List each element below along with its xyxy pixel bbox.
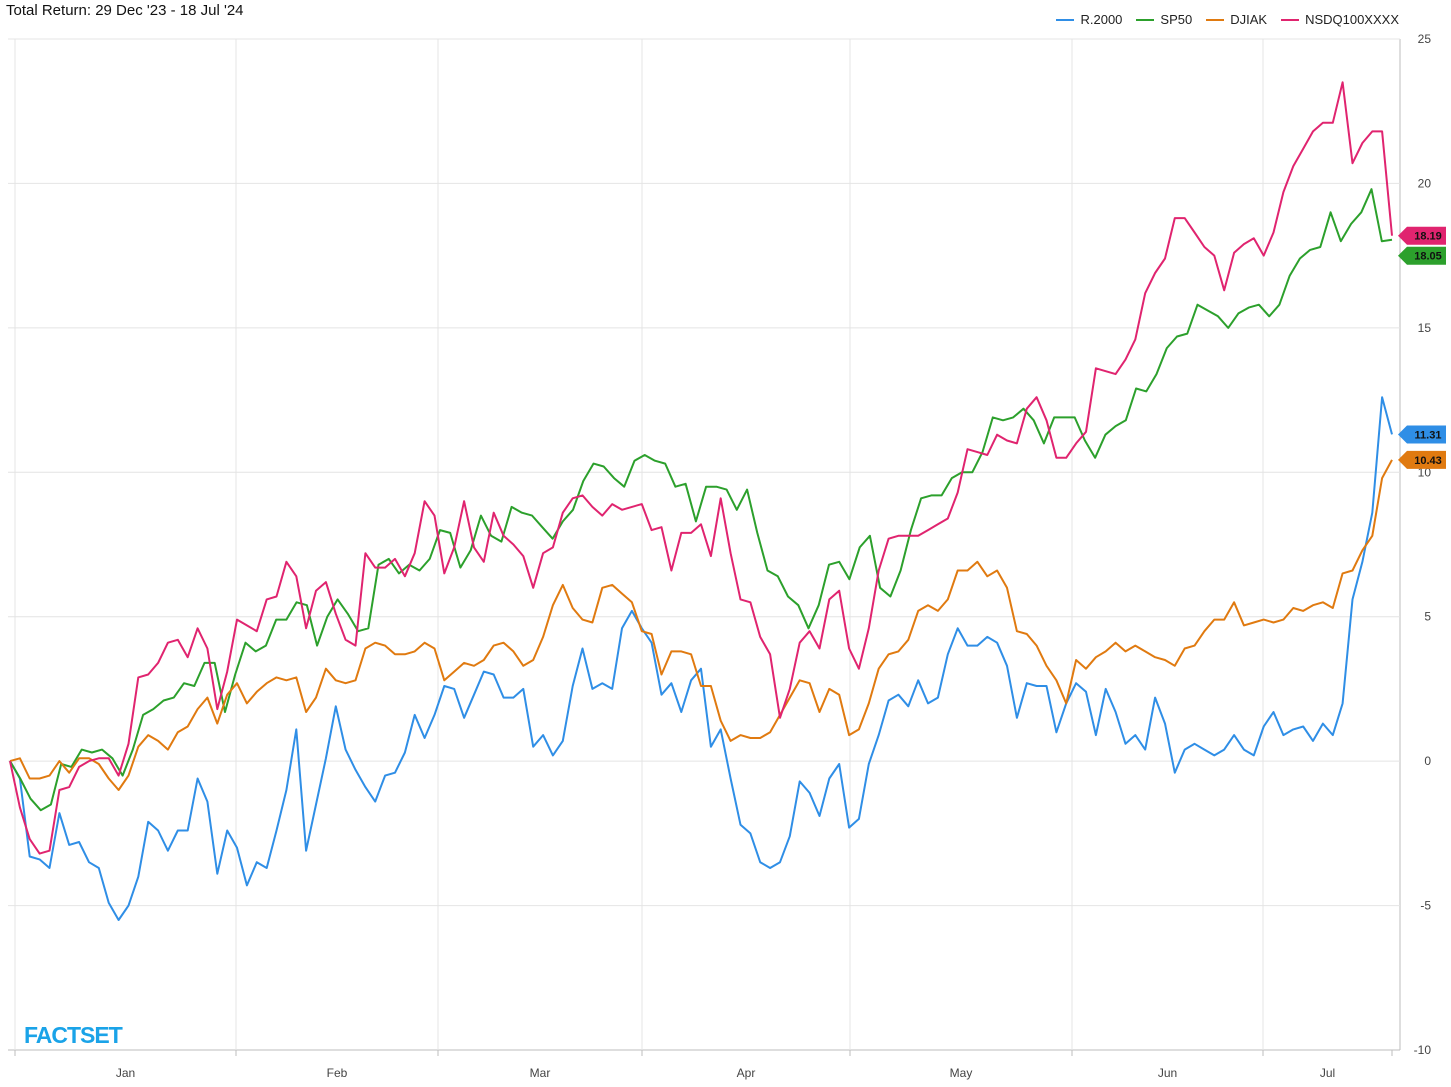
- end-label-value: 18.05: [1414, 251, 1442, 263]
- x-tick-label: May: [950, 1066, 973, 1080]
- legend-item: R.2000: [1056, 12, 1122, 27]
- legend-label: R.2000: [1080, 12, 1123, 27]
- y-tick-label: 20: [1418, 176, 1432, 190]
- end-label-value: 18.19: [1414, 231, 1442, 243]
- x-tick-label: Jan: [116, 1066, 135, 1080]
- chart-title: Total Return: 29 Dec '23 - 18 Jul '24: [6, 2, 244, 19]
- legend-swatch: [1206, 18, 1225, 21]
- factset-logo: FACTSET: [24, 1022, 123, 1048]
- legend-label: DJIAK: [1230, 12, 1268, 27]
- series-line-r-2000: [9, 396, 1393, 921]
- legend: R.2000 SP50 DJIAK NSDQ100XXXX: [1056, 12, 1399, 27]
- y-tick-label: 0: [1424, 754, 1431, 768]
- x-tick-label: Jun: [1158, 1066, 1177, 1080]
- legend-label: SP50: [1160, 12, 1193, 27]
- legend-swatch: [1056, 18, 1075, 21]
- end-label-value: 10.43: [1414, 455, 1442, 467]
- end-label-flag: [1398, 226, 1446, 245]
- y-tick-label: 5: [1424, 610, 1431, 624]
- legend-item: SP50: [1136, 12, 1192, 27]
- end-label-flag: [1398, 425, 1446, 444]
- x-tick-label: Feb: [327, 1066, 348, 1080]
- end-label-value: 11.31: [1415, 429, 1442, 441]
- end-label-flag: [1398, 246, 1446, 265]
- series-line-nsdq100xxxx: [9, 81, 1393, 855]
- legend-swatch: [1281, 18, 1300, 21]
- y-tick-label: 25: [1418, 32, 1432, 46]
- legend-swatch: [1136, 18, 1155, 21]
- y-tick-label: -5: [1420, 899, 1431, 913]
- legend-item: NSDQ100XXXX: [1281, 12, 1399, 27]
- x-tick-label: Jul: [1320, 1066, 1335, 1080]
- x-tick-label: Mar: [530, 1066, 551, 1080]
- legend-item: DJIAK: [1206, 12, 1267, 27]
- end-label-flag: [1398, 450, 1446, 469]
- y-tick-label: -10: [1414, 1043, 1432, 1057]
- series-line-djiak: [9, 459, 1393, 791]
- x-tick-label: Apr: [737, 1066, 756, 1080]
- series-line-sp50: [9, 188, 1393, 812]
- y-tick-label: 15: [1418, 321, 1432, 335]
- legend-label: NSDQ100XXXX: [1305, 12, 1399, 27]
